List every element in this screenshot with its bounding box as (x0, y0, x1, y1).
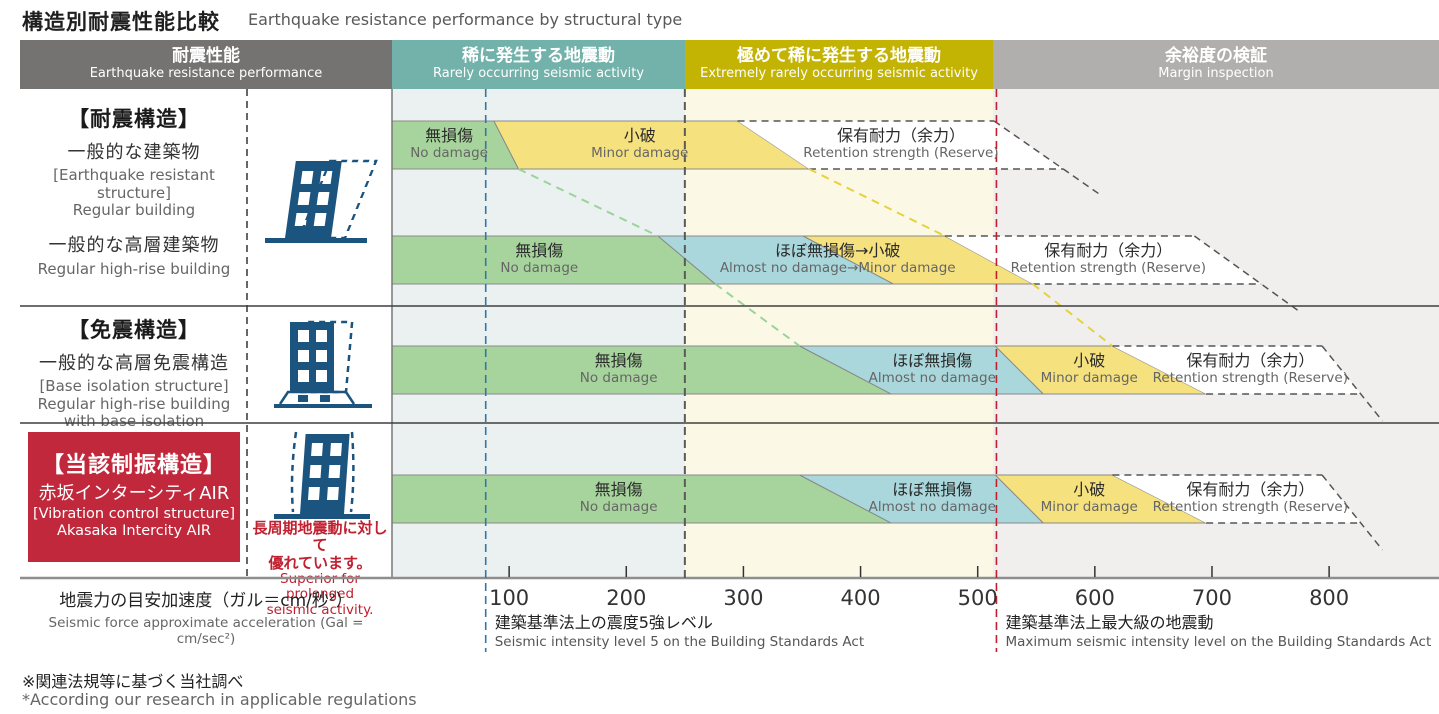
footnote-jp: ※関連法規等に基づく当社調べ (22, 672, 244, 691)
header-extremely-rare-jp: 極めて稀に発生する地震動 (737, 46, 941, 67)
annotation-jp: 建築基準法上最大級の地震動 (1005, 613, 1214, 632)
annotation-en: Seismic intensity level 5 on the Buildin… (494, 633, 865, 650)
group1-row2-en: Regular high-rise building (37, 260, 231, 278)
group2-name: 一般的な高層免震構造 (39, 353, 229, 374)
group-base-isolation: 【免震構造】 一般的な高層免震構造 [Base isolation struct… (20, 314, 248, 431)
tick-label-200: 200 (606, 586, 647, 610)
header-performance-en: Earthquake resistance performance (89, 65, 323, 81)
group2-en3: with base isolation (63, 412, 205, 431)
vibration-control-building-icon (274, 431, 370, 519)
note-jp1: 長周期地震動に対して (252, 519, 388, 555)
note-jp2: 優れています。 (268, 553, 372, 572)
group-earthquake-resistant: 【耐震構造】 一般的な建築物 [Earthquake resistant str… (20, 103, 248, 220)
leaning-building-icon (265, 159, 378, 243)
group2-bracket: 【免震構造】 (68, 318, 200, 342)
group-regular-high-rise: 一般的な高層建築物 Regular high-rise building (20, 231, 248, 278)
tick-label-700: 700 (1191, 586, 1233, 610)
base-isolated-building-icon (274, 320, 372, 408)
group3-en1: [Vibration control structure] (32, 506, 236, 523)
tick-label-400: 400 (840, 586, 881, 610)
group2-en2: Regular high-rise building (37, 394, 231, 413)
zone-extremely-rare (684, 89, 993, 578)
axis-title-en: Seismic force approximate acceleration (… (48, 615, 364, 647)
axis-title-jp: 地震力の目安加速度（ガル＝cm/秒²） (59, 591, 353, 611)
page-title-en: Earthquake resistance performance by str… (248, 10, 683, 29)
annotation-max-level: 建築基準法上最大級の地震動 Maximum seismic intensity l… (1005, 613, 1431, 651)
header-margin-en: Margin inspection (1158, 65, 1274, 81)
note-en2: seismic activity. (266, 601, 374, 618)
annotation-intensity-5: 建築基準法上の震度5強レベル Seismic intensity level 5 … (495, 613, 864, 651)
annotation-en: Maximum seismic intensity level on the B… (1005, 633, 1432, 650)
tick-label-600: 600 (1074, 586, 1115, 610)
annotation-jp: 建築基準法上の震度5強レベル (494, 613, 713, 632)
group3-name: 赤坂インターシティAIR (38, 482, 230, 504)
group2-en1: [Base isolation structure] (39, 377, 229, 395)
footnote-en: *According our research in applicable re… (22, 690, 417, 709)
group1-name: 一般的な建築物 (67, 142, 201, 163)
header-extremely-rare-en: Extremely rarely occurring seismic activ… (700, 65, 978, 81)
vibration-control-note: 長周期地震動に対して 優れています。 Superior for prolonge… (248, 519, 392, 618)
group1-row2-name: 一般的な高層建築物 (48, 235, 220, 256)
header-performance: 耐震性能 Earthquake resistance performance (20, 40, 392, 89)
tick-label-500: 500 (957, 586, 998, 610)
header-rare-jp: 稀に発生する地震動 (462, 46, 615, 67)
group1-bracket: 【耐震構造】 (68, 107, 200, 131)
group3-bracket: 【当該制振構造】 (41, 453, 226, 479)
header-extremely-rare-seismic: 極めて稀に発生する地震動 Extremely rarely occurring … (685, 40, 993, 89)
header-rare-en: Rarely occurring seismic activity (432, 65, 645, 81)
group-vibration-control-box: 【当該制振構造】 赤坂インターシティAIR [Vibration control… (28, 432, 240, 562)
group1-en2: Regular building (72, 201, 196, 220)
zone-margin (992, 89, 1439, 578)
header-performance-jp: 耐震性能 (172, 46, 240, 67)
zone-rare (392, 89, 685, 578)
header-rare-seismic: 稀に発生する地震動 Rarely occurring seismic activ… (392, 40, 685, 89)
header-margin-jp: 余裕度の検証 (1165, 46, 1267, 67)
group3-en2: Akasaka Intercity AIR (57, 523, 211, 540)
tick-label-300: 300 (723, 586, 764, 610)
tick-label-100: 100 (489, 586, 530, 610)
axis-title: 地震力の目安加速度（ガル＝cm/秒²） Seismic force approx… (20, 586, 392, 647)
tick-label-800: 800 (1309, 586, 1350, 610)
page-title-jp: 構造別耐震性能比較 (22, 10, 220, 34)
header-margin-inspection: 余裕度の検証 Margin inspection (993, 40, 1439, 89)
group1-en1: [Earthquake resistant structure] (53, 166, 215, 202)
